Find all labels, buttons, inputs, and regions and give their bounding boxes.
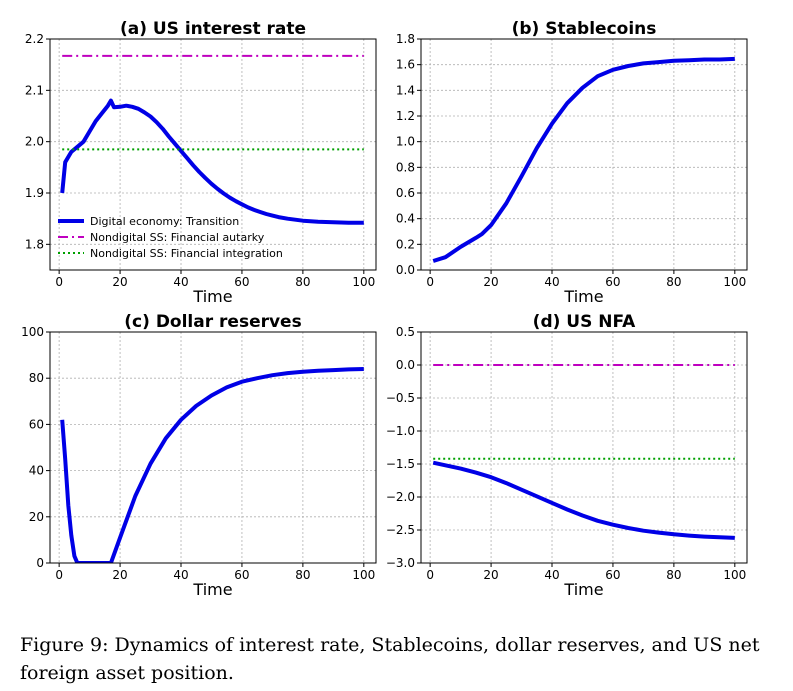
- axes-frame: [420, 38, 748, 271]
- x-axis-label: Time: [192, 287, 232, 306]
- x-tick-label: 80: [295, 275, 310, 289]
- y-tick-label: −0.5: [386, 391, 415, 405]
- y-tick-label: 1.0: [396, 135, 415, 149]
- y-tick-label: 0.6: [396, 186, 415, 200]
- y-tick-label: 1.9: [25, 186, 44, 200]
- y-tick-label: 0.2: [396, 237, 415, 251]
- figure-canvas: 0 20 40 60 80 100 1.8 1.9 2.0 2.1 2.2 (a) US intere…: [21, 19, 748, 599]
- x-tick-label: 60: [234, 568, 249, 582]
- y-tick-label: −1.0: [386, 424, 415, 438]
- y-tick-label: 1.4: [396, 83, 415, 97]
- chart-panel-2: 0 20 40 60 80 100 0.0 0.2 0.4 0.6 0.8 1.0 1.2 1.4 1.6 1…: [396, 19, 748, 306]
- y-tick-label: −3.0: [386, 556, 415, 570]
- series-line-1: [432, 56, 735, 263]
- x-tick-label: 60: [234, 275, 249, 289]
- chart-title: (d) US NFA: [533, 312, 636, 332]
- x-tick-label: 20: [112, 275, 127, 289]
- axes-frame: [49, 38, 377, 271]
- x-tick-label: 100: [352, 568, 375, 582]
- figure-caption: Figure 9: Dynamics of interest rate, Sta…: [20, 634, 760, 684]
- x-tick-label: 40: [544, 568, 559, 582]
- y-tick-label: 40: [29, 464, 44, 478]
- chart-title: (b) Stablecoins: [512, 19, 657, 39]
- x-tick-label: 60: [605, 568, 620, 582]
- series-line-1: [60, 98, 364, 225]
- x-tick-label: 40: [173, 568, 188, 582]
- x-axis-label: Time: [192, 580, 232, 599]
- y-tick-label: 0: [36, 556, 44, 570]
- y-tick-label: 80: [29, 371, 44, 385]
- legend-label-2: Nondigital SS: Financial autarky: [90, 231, 265, 244]
- axes-frame: [49, 331, 377, 564]
- legend-label-3: Nondigital SS: Financial integration: [90, 247, 283, 260]
- x-tick-label: 20: [483, 568, 498, 582]
- x-tick-label: 60: [605, 275, 620, 289]
- axes-frame: [420, 331, 748, 564]
- chart-title: (a) US interest rate: [120, 19, 306, 39]
- y-tick-label: 2.2: [25, 32, 44, 46]
- series-line-1: [60, 367, 364, 563]
- y-tick-label: 0.5: [396, 325, 415, 339]
- y-tick-label: −2.0: [386, 490, 415, 504]
- y-tick-label: 20: [29, 510, 44, 524]
- x-tick-label: 0: [426, 275, 434, 289]
- x-tick-label: 80: [666, 568, 681, 582]
- y-tick-label: 1.2: [396, 109, 415, 123]
- y-tick-label: 0.0: [396, 358, 415, 372]
- x-tick-label: 100: [723, 568, 746, 582]
- y-tick-label: 2.1: [25, 83, 44, 97]
- x-tick-label: 40: [173, 275, 188, 289]
- y-tick-label: 0.4: [396, 212, 415, 226]
- y-tick-label: 1.8: [396, 32, 415, 46]
- y-tick-label: 1.8: [25, 237, 44, 251]
- chart-title: (c) Dollar reserves: [124, 312, 301, 332]
- x-tick-label: 80: [666, 275, 681, 289]
- series-line-1: [432, 460, 735, 540]
- y-tick-label: −2.5: [386, 523, 415, 537]
- y-tick-label: 0.0: [396, 263, 415, 277]
- y-tick-label: 1.6: [396, 58, 415, 72]
- x-tick-label: 80: [295, 568, 310, 582]
- chart-panel-3: 0 20 40 60 80 100 0 20 40 60 80 100 (c) Dollar reser…: [21, 312, 377, 599]
- chart-panel-1: 0 20 40 60 80 100 1.8 1.9 2.0 2.1 2.2 (a) US intere…: [25, 19, 377, 306]
- chart-panel-4: 0 20 40 60 80 100 −3.0 −2.5 −2.0 −1.5 −1.0 −0.5 0.0 0…: [386, 312, 748, 599]
- legend-label-1: Digital economy: Transition: [90, 215, 239, 228]
- x-tick-label: 0: [426, 568, 434, 582]
- y-tick-label: 2.0: [25, 135, 44, 149]
- x-tick-label: 0: [55, 275, 63, 289]
- x-tick-label: 100: [352, 275, 375, 289]
- x-tick-label: 20: [112, 568, 127, 582]
- y-tick-label: 60: [29, 417, 44, 431]
- x-tick-label: 100: [723, 275, 746, 289]
- x-axis-label: Time: [563, 287, 603, 306]
- x-tick-label: 0: [55, 568, 63, 582]
- y-tick-label: 100: [21, 325, 44, 339]
- y-tick-label: −1.5: [386, 457, 415, 471]
- x-tick-label: 40: [544, 275, 559, 289]
- legend: Digital economy: Transition Nondigital SS…: [58, 215, 283, 260]
- x-axis-label: Time: [563, 580, 603, 599]
- x-tick-label: 20: [483, 275, 498, 289]
- y-tick-label: 0.8: [396, 160, 415, 174]
